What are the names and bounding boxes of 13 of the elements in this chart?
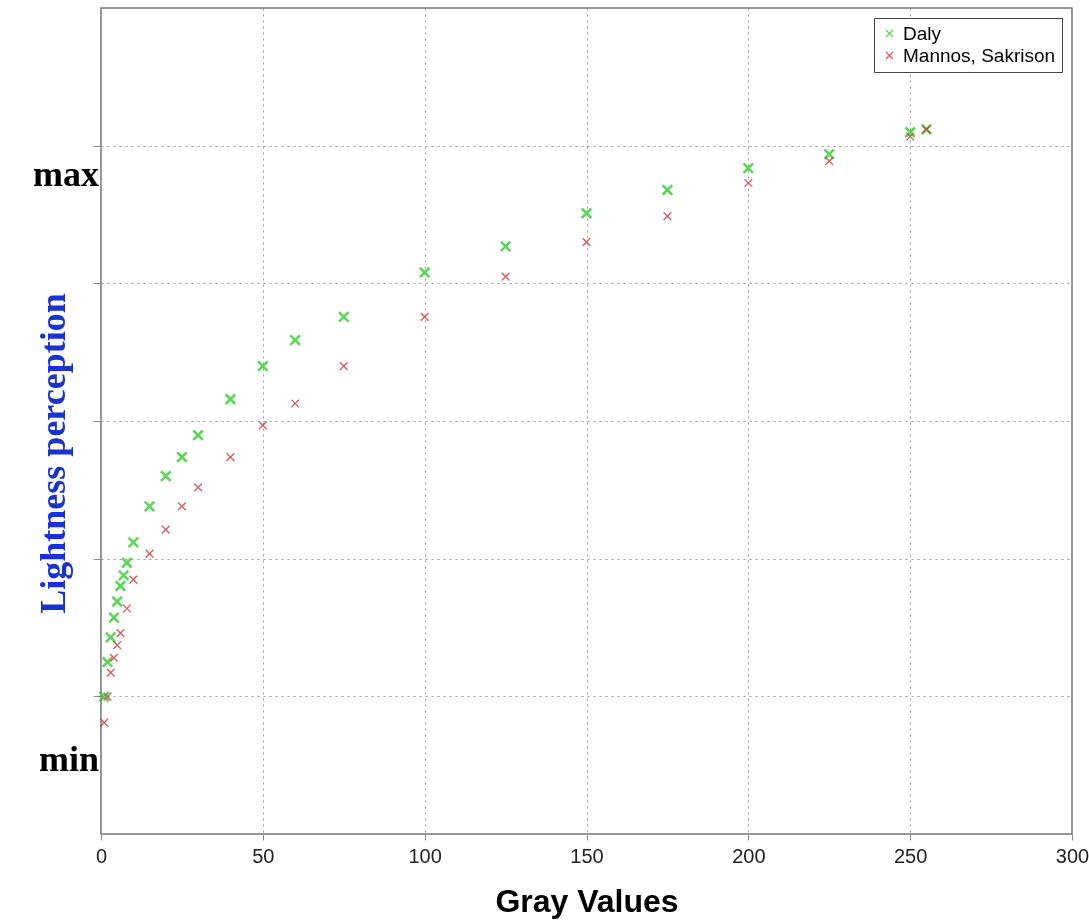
x-tick-label: 300 bbox=[1055, 844, 1089, 867]
x-tick-label: 150 bbox=[570, 844, 604, 867]
x-tick-label: 250 bbox=[893, 844, 928, 867]
text: max bbox=[33, 154, 99, 194]
x-tick-label: 0 bbox=[95, 844, 108, 867]
x-axis-title: Gray Values bbox=[495, 882, 679, 919]
text: min bbox=[38, 739, 99, 779]
x-tick-label: 50 bbox=[252, 844, 275, 867]
x-tick-label: 100 bbox=[408, 844, 442, 867]
y-axis-title: Lightness perception bbox=[32, 293, 73, 614]
legend-label: Mannos, Sakrison bbox=[903, 44, 1056, 66]
x-tick-label: 200 bbox=[732, 844, 766, 867]
legend-label: Daly bbox=[903, 22, 942, 44]
